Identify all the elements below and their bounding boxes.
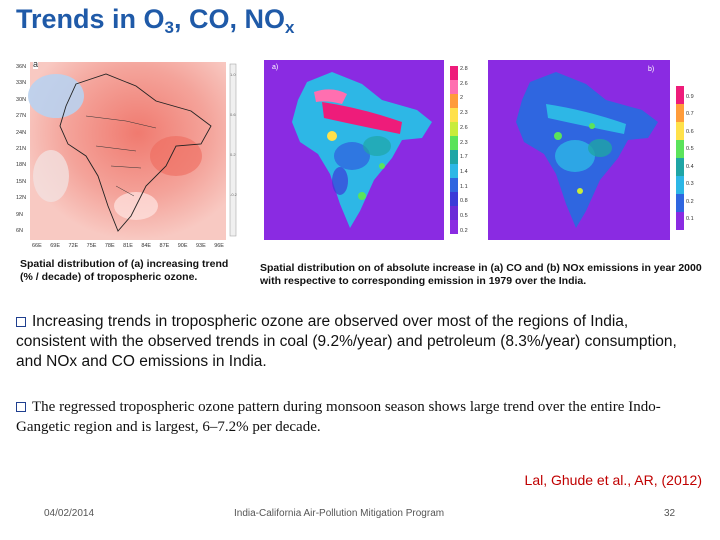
scale-label: 0.9 [686, 94, 694, 100]
lat-label: 6N [16, 227, 24, 234]
lon-label: 78E [104, 243, 115, 249]
panel-label-a: a [33, 59, 39, 69]
svg-text:1.0: 1.0 [230, 72, 236, 77]
scale-label: 0.2 [686, 198, 694, 205]
footer-date: 04/02/2014 [44, 508, 95, 519]
bullet-text: Increasing trends in tropospheric ozone … [16, 313, 677, 370]
scale-label: 0.1 [686, 215, 694, 222]
lon-label: 66E [32, 243, 42, 249]
scale-label: 1.1 [460, 183, 468, 190]
bullet-ozone-trends: Increasing trends in tropospheric ozone … [16, 312, 696, 372]
scale-label: 2 [460, 95, 464, 102]
nox-scale-labels: 0.9 0.7 0.6 0.5 0.4 0.3 0.2 0.1 [686, 94, 694, 222]
svg-text:0.6: 0.6 [230, 112, 236, 117]
lon-label: 69E [50, 243, 61, 249]
scale-label: 0.7 [686, 111, 694, 118]
footer-page-number: 32 [664, 508, 676, 519]
lat-label: 15N [16, 178, 27, 185]
lon-label: 75E [86, 243, 97, 249]
scale-label: 0.4 [686, 163, 694, 170]
scale-label: 2.3 [460, 139, 468, 146]
lon-label: 90E [177, 243, 188, 249]
lat-label: 9N [16, 211, 24, 218]
lat-label: 18N [16, 162, 27, 169]
scale-label: 2.6 [460, 80, 468, 87]
lon-label: 72E [68, 243, 79, 249]
lat-label: 36N [16, 64, 27, 70]
scale-label: 1.7 [460, 154, 468, 161]
svg-text:0.2: 0.2 [230, 152, 236, 157]
footer-program: India-California Air-Pollution Mitigatio… [234, 508, 445, 519]
scale-label: 2.6 [460, 124, 468, 131]
bullet-box-icon [16, 402, 26, 412]
lat-label: 27N [16, 113, 27, 120]
scale-label: 0.8 [460, 198, 468, 205]
panel-label-co: a) [272, 64, 279, 71]
bullet-box-icon [16, 317, 26, 327]
scale-label: 1.4 [460, 169, 468, 176]
lat-label: 30N [16, 96, 27, 103]
lat-label: 33N [16, 80, 27, 87]
panel-label-nox: b) [648, 66, 655, 73]
svg-text:-0.2: -0.2 [230, 192, 238, 197]
co-emission-map: a) 2.8 2.6 2 2.3 2.6 2.3 1.7 1.4 1.1 0.8… [252, 56, 477, 252]
bullet-monsoon-pattern: The regressed tropospheric ozone pattern… [16, 397, 696, 437]
lat-label: 24N [16, 129, 27, 136]
lon-label: 96E [214, 243, 224, 249]
scale-label: 0.2 [460, 227, 468, 234]
slide-title: Trends in O3, CO, NOx [16, 4, 295, 37]
scale-label: 0.5 [686, 146, 694, 153]
lat-label: 21N [16, 145, 27, 152]
nox-emission-map: b) 0.9 0.7 0.6 0.5 0.4 0.3 0.2 0.1 [480, 56, 706, 252]
ozone-trend-map: 1.0 0.6 0.2 -0.2 a 36N 33N 30N 27N 24N 21N … [16, 56, 246, 252]
lon-label: 84E [141, 243, 152, 249]
scale-label: 0.6 [686, 128, 694, 135]
lat-label: 12N [16, 195, 27, 202]
co-scale-labels: 2.8 2.6 2 2.3 2.6 2.3 1.7 1.4 1.1 0.8 0.… [460, 66, 468, 234]
lon-label: 87E [159, 243, 170, 249]
bullet-text: The regressed tropospheric ozone pattern… [16, 399, 661, 435]
scale-label: 0.5 [460, 213, 468, 220]
scale-label: 2.3 [460, 110, 468, 117]
lat-labels: 36N 33N 30N 27N 24N 21N 18N 15N 12N 9N 6… [16, 64, 26, 234]
lon-label: 81E [123, 243, 133, 249]
citation: Lal, Ghude et al., AR, (2012) [524, 472, 702, 488]
scale-label: 0.3 [686, 181, 694, 188]
scale-label: 2.8 [460, 66, 468, 72]
lon-labels: 66E 69E 72E 75E 78E 81E 84E 87E 90E 93E … [32, 243, 224, 249]
ozone-map-caption: Spatial distribution of (a) increasing t… [20, 258, 229, 283]
emission-maps-caption: Spatial distribution on of absolute incr… [260, 262, 702, 287]
lon-label: 93E [195, 243, 206, 249]
